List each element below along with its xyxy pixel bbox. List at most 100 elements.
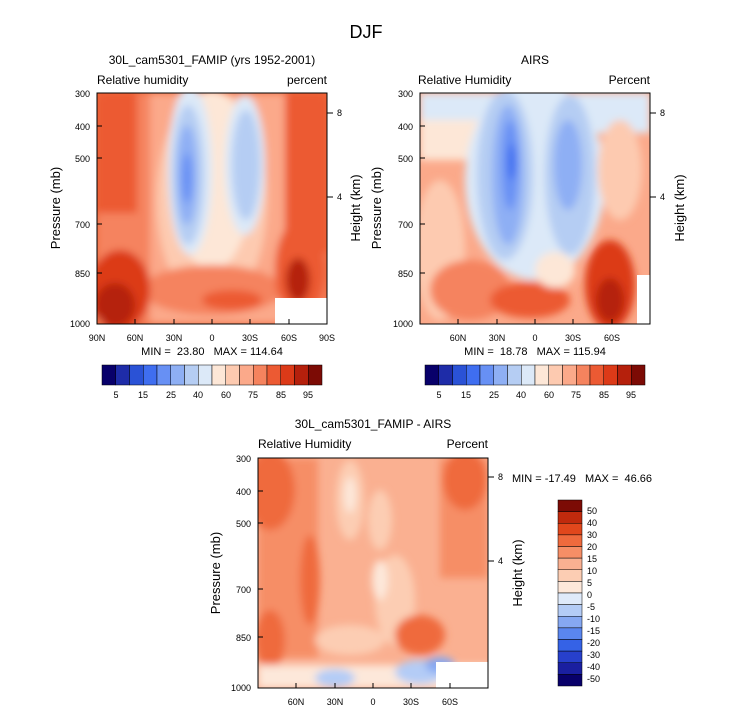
colorbar-swatch [557, 523, 583, 536]
panel-model-left-label: Relative humidity [97, 73, 188, 87]
panel-model-xtick: 60S [281, 333, 297, 343]
panel-diff: 30L_cam5301_FAMIP - AIRS Relative Humidi… [208, 417, 652, 707]
panel-model-colorbar [101, 364, 323, 386]
panel-diff-xtick: 30S [403, 697, 419, 707]
colorbar-swatch [557, 616, 583, 629]
panel-model-xtick: 0 [209, 333, 214, 343]
panel-airs-xtick: 60N [450, 333, 467, 343]
panel-model-height-tick: 8 [337, 108, 342, 118]
panel-diff-ytick: 700 [236, 585, 251, 595]
panel-diff-cbar-label: -20 [587, 638, 600, 648]
panel-diff-cbar-label: -30 [587, 650, 600, 660]
panel-diff-xtick: 60S [442, 697, 458, 707]
colorbar-swatch [129, 364, 144, 386]
panel-diff-ytick: 1000 [231, 683, 251, 693]
colorbar-swatch [452, 364, 467, 386]
panel-diff-cbar-label: 10 [587, 566, 597, 576]
colorbar-swatch [280, 364, 295, 386]
panel-airs-left-label: Relative Humidity [418, 73, 511, 87]
panel-model-ytick: 400 [75, 122, 90, 132]
panel-airs-cbar-label: 25 [489, 390, 499, 400]
colorbar-swatch [198, 364, 213, 386]
panel-diff-title: 30L_cam5301_FAMIP - AIRS [295, 417, 452, 431]
panel-airs-ytick: 500 [398, 154, 413, 164]
colorbar-swatch [548, 364, 563, 386]
panel-airs-stats: MIN = 18.78 MAX = 115.94 [464, 346, 606, 358]
panel-diff-ytick: 400 [236, 487, 251, 497]
colorbar-swatch [557, 557, 583, 570]
panel-diff-ytick: 500 [236, 519, 251, 529]
colorbar-swatch [617, 364, 632, 386]
panel-airs-right-axis-label: Height (km) [672, 174, 687, 241]
colorbar-swatch [557, 499, 583, 512]
panel-diff-xtick: 0 [370, 697, 375, 707]
panel-airs-right-label: Percent [609, 73, 651, 87]
figure-title: DJF [350, 22, 383, 42]
panel-airs-field [420, 93, 650, 324]
panel-diff-cbar-label: -15 [587, 626, 600, 636]
panel-airs-ytick: 300 [398, 89, 413, 99]
panel-airs-cbar-label: 85 [599, 390, 609, 400]
panel-airs-title: AIRS [521, 53, 549, 67]
panel-diff-left-label: Relative Humidity [258, 437, 351, 451]
panel-airs-xtick: 60S [604, 333, 620, 343]
colorbar-swatch [493, 364, 508, 386]
panel-airs-colorbar [424, 364, 646, 386]
panel-diff-right-label: Percent [447, 437, 489, 451]
panel-diff-ytick: 300 [236, 454, 251, 464]
panel-diff-cbar-label: 15 [587, 554, 597, 564]
colorbar-swatch [557, 662, 583, 675]
panel-model-ytick: 700 [75, 220, 90, 230]
panel-airs-ytick: 700 [398, 220, 413, 230]
colorbar-swatch [507, 364, 522, 386]
panel-diff-cbar-label: -5 [587, 602, 595, 612]
colorbar-swatch [557, 534, 583, 547]
panel-diff-cbar-label: 5 [587, 578, 592, 588]
panel-diff-right-axis-label: Height (km) [510, 539, 525, 606]
colorbar-swatch [294, 364, 309, 386]
panel-model-xtick: 60N [127, 333, 144, 343]
colorbar-swatch [438, 364, 453, 386]
colorbar-swatch [143, 364, 158, 386]
colorbar-swatch [557, 569, 583, 582]
panel-model-stats: MIN = 23.80 MAX = 114.64 [141, 346, 283, 358]
panel-airs-cbar-label: 40 [516, 390, 526, 400]
panel-model-ytick: 850 [75, 269, 90, 279]
colorbar-swatch [603, 364, 618, 386]
panel-model-cbar-label: 5 [113, 390, 118, 400]
panel-model-ytick: 300 [75, 89, 90, 99]
colorbar-swatch [253, 364, 268, 386]
panel-model-xtick: 90S [319, 333, 335, 343]
colorbar-swatch [156, 364, 171, 386]
panel-model-cbar-label: 15 [138, 390, 148, 400]
panel-airs-cbar-label: 95 [626, 390, 636, 400]
panel-airs-height-tick: 8 [660, 108, 665, 118]
panel-model-ytick: 1000 [70, 319, 90, 329]
panel-airs-xtick: 0 [532, 333, 537, 343]
colorbar-swatch [557, 639, 583, 652]
colorbar-swatch [266, 364, 281, 386]
colorbar-swatch [576, 364, 591, 386]
panel-model-right-axis-label: Height (km) [348, 174, 363, 241]
colorbar-swatch [562, 364, 577, 386]
panel-model-cbar-label: 95 [303, 390, 313, 400]
panel-airs-cbar-label: 5 [436, 390, 441, 400]
colorbar-swatch [239, 364, 254, 386]
colorbar-swatch [308, 364, 323, 386]
colorbar-swatch [557, 604, 583, 617]
panel-diff-cbar-label: 50 [587, 506, 597, 516]
panel-diff-cbar-label: 20 [587, 542, 597, 552]
panel-airs-height-tick: 4 [660, 192, 665, 202]
panel-model-cbar-label: 75 [248, 390, 258, 400]
colorbar-swatch [557, 674, 583, 687]
panel-diff-xtick: 30N [327, 697, 344, 707]
panel-airs-ylabel: Pressure (mb) [369, 167, 384, 249]
panel-diff-cbar-label: 30 [587, 530, 597, 540]
panel-model-xtick: 90N [89, 333, 106, 343]
panel-model-ylabel: Pressure (mb) [48, 167, 63, 249]
colorbar-swatch [557, 511, 583, 524]
panel-model-ytick: 500 [75, 154, 90, 164]
colorbar-swatch [589, 364, 604, 386]
panel-model-title: 30L_cam5301_FAMIP (yrs 1952-2001) [109, 53, 316, 67]
